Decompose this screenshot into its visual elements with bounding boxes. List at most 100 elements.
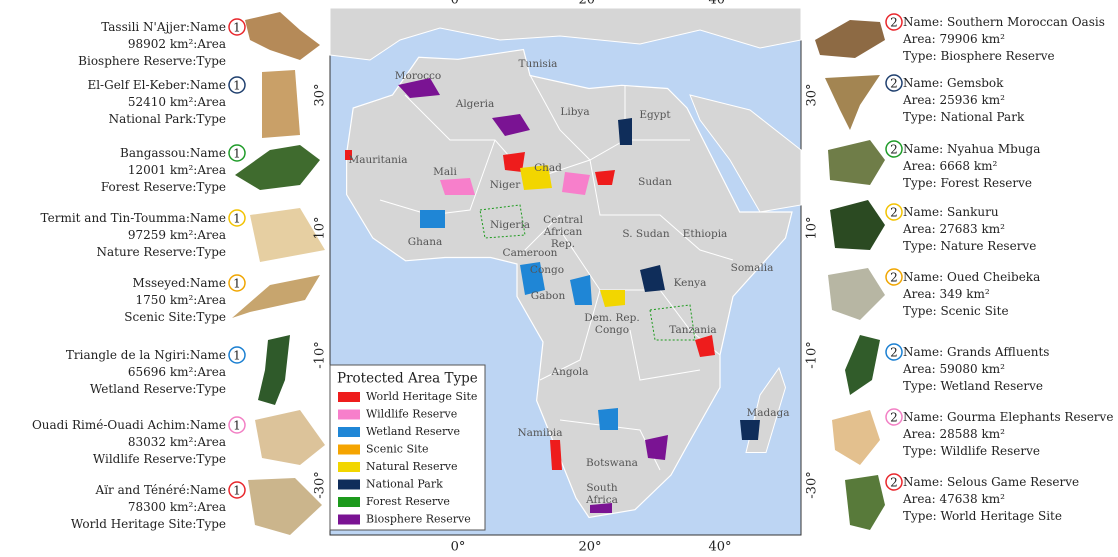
field-label: Name: <box>903 76 947 90</box>
field-label: :Area <box>193 37 226 51</box>
legend-swatch <box>338 409 360 420</box>
entry-name: Ouadi Rimé-Ouadi Achim:Name <box>32 418 226 432</box>
entry-type-value: Wildlife Reserve <box>93 452 193 466</box>
country-label: Tanzania <box>669 324 716 336</box>
field-label: Type: <box>903 444 940 458</box>
field-label: :Area <box>193 228 226 242</box>
field-label: Name: <box>903 475 947 489</box>
field-label: Name: <box>903 270 947 284</box>
x-tick-label: 40° <box>708 540 731 555</box>
country-label: Botswana <box>586 457 638 469</box>
badge-circle <box>885 408 903 426</box>
entry-area-value: 12001 km² <box>128 163 194 177</box>
thumbnail <box>815 20 885 58</box>
entry-type: Scenic Site:Type <box>124 310 226 324</box>
x-tick-label: 0° <box>451 0 466 8</box>
badge-circle <box>228 144 246 162</box>
thumbnail <box>828 268 885 320</box>
legend-swatch <box>338 462 360 472</box>
field-label: Name: <box>903 345 947 359</box>
entry-name: Name: Gourma Elephants Reserve <box>903 410 1113 424</box>
entry-type: Type: Biosphere Reserve <box>903 49 1055 63</box>
country-label: S. Sudan <box>622 228 669 240</box>
thumbnail <box>845 475 885 530</box>
field-label: Type: <box>903 49 940 63</box>
field-label: :Area <box>193 365 226 379</box>
country-label-line: Rep. <box>551 238 575 250</box>
entry-type-value: Wildlife Reserve <box>940 444 1040 458</box>
legend-label: Natural Reserve <box>366 460 457 473</box>
country-label-line: Madaga <box>747 407 790 419</box>
entry-name-value: Termit and Tin-Toumma <box>41 211 186 225</box>
entry-area: Area: 59080 km² <box>902 362 1005 376</box>
badge-number: 1 <box>233 484 241 498</box>
badge-number: 2 <box>890 271 898 285</box>
country-label: Sudan <box>638 176 672 188</box>
country-label-line: Egypt <box>639 109 671 121</box>
field-label: Name: <box>903 205 947 219</box>
field-label: Type: <box>903 379 940 393</box>
entry-type-value: Wetland Reserve <box>90 382 193 396</box>
country-label: Niger <box>490 179 521 191</box>
legend-label: National Park <box>366 478 443 491</box>
badge-number: 1 <box>233 147 241 161</box>
country-label-line: Dem. Rep. <box>584 312 639 324</box>
africa-land <box>346 48 793 519</box>
entry-area-value: 27683 km² <box>940 222 1006 236</box>
entry-type: Type: World Heritage Site <box>903 509 1062 523</box>
badge-number: 2 <box>890 411 898 425</box>
field-label: :Area <box>193 500 226 514</box>
country-label: Cameroon <box>503 247 558 259</box>
entry-area-value: 78300 km² <box>128 500 194 514</box>
legend-swatch <box>338 427 360 437</box>
field-label: :Type <box>192 180 226 194</box>
field-label: Area: <box>902 287 940 301</box>
x-tick-label: 40° <box>708 0 731 8</box>
entry-type: Type: Forest Reserve <box>903 176 1032 190</box>
field-label: Area: <box>902 427 940 441</box>
entry-area: 1750 km²:Area <box>135 293 226 307</box>
entry-name: Name: Southern Moroccan Oasis <box>903 15 1105 29</box>
entry-type-value: National Park <box>940 110 1025 124</box>
entry-type-value: National Park <box>109 112 194 126</box>
entry-type: Type: Wildlife Reserve <box>903 444 1040 458</box>
entry-name: Name: Gemsbok <box>903 76 1004 90</box>
entry-name: Name: Nyahua Mbuga <box>903 142 1040 156</box>
entry-name-value: Tassili N'Ajjer <box>101 20 186 34</box>
country-label-line: Sudan <box>638 176 672 188</box>
entry-type: Type: Wetland Reserve <box>903 379 1043 393</box>
thumbnail <box>828 140 885 185</box>
entry-name: Name: Selous Game Reserve <box>903 475 1079 489</box>
legend-label: Wildlife Reserve <box>366 408 457 421</box>
entry-name: Msseyed:Name <box>133 276 226 290</box>
entry-type: Forest Reserve:Type <box>101 180 226 194</box>
field-label: :Area <box>193 95 226 109</box>
badge-number: 2 <box>890 143 898 157</box>
entry-name-value: Aïr and Ténéré <box>95 483 186 497</box>
country-label: Algeria <box>455 98 495 110</box>
badge-number: 2 <box>890 206 898 220</box>
entry-name-value: Oued Cheibeka <box>947 270 1040 284</box>
entry-name-value: Ouadi Rimé-Ouadi Achim <box>32 418 186 432</box>
country-label-line: Niger <box>490 179 521 191</box>
entry-area-value: 25936 km² <box>940 93 1006 107</box>
entry-area-value: 1750 km² <box>135 293 193 307</box>
country-label: Namibia <box>517 427 562 439</box>
country-label-line: Chad <box>534 162 562 174</box>
entry-area: 83032 km²:Area <box>128 435 226 449</box>
country-label: Central African Rep. <box>543 214 584 250</box>
legend-swatch <box>338 497 360 507</box>
badge-circle <box>885 473 903 491</box>
country-label: Mali <box>433 166 457 178</box>
entry-name-value: Gourma Elephants Reserve <box>947 410 1113 424</box>
entry-name-value: Triangle de la Ngiri <box>66 348 186 362</box>
entry-type: Biosphere Reserve:Type <box>78 54 226 68</box>
entry-name-value: Nyahua Mbuga <box>947 142 1040 156</box>
entry-area-value: 79906 km² <box>940 32 1006 46</box>
field-label: :Name <box>186 276 226 290</box>
badge-number: 1 <box>233 212 241 226</box>
field-label: :Area <box>193 163 226 177</box>
field-label: :Type <box>192 517 226 531</box>
entry-type-value: Nature Reserve <box>97 245 193 259</box>
entry-area-value: 52410 km² <box>128 95 194 109</box>
